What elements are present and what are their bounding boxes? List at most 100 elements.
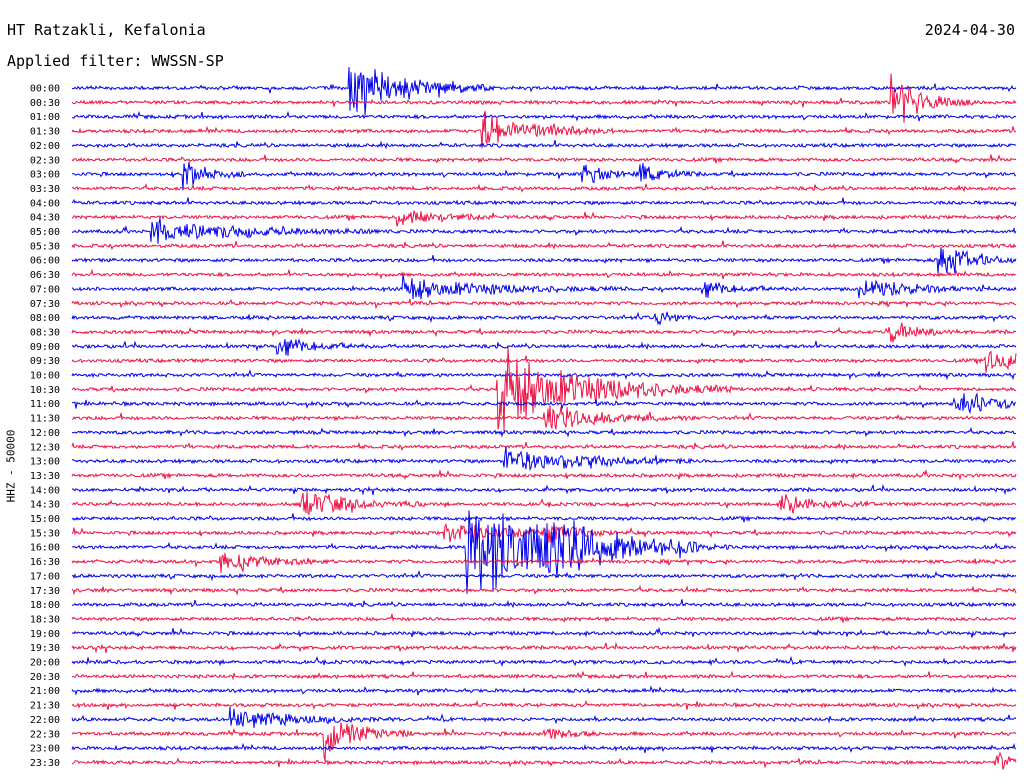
seismic-trace <box>71 110 1017 149</box>
row-time-label: 21:00 <box>30 686 60 697</box>
row-time-label: 13:00 <box>30 457 60 468</box>
row-time-label: 16:00 <box>30 543 60 554</box>
seismic-trace <box>71 369 1017 381</box>
row-time-label: 13:30 <box>30 471 60 482</box>
row-time-label: 08:30 <box>30 327 60 338</box>
row-time-label: 08:00 <box>30 313 60 324</box>
row-time-label: 10:00 <box>30 371 60 382</box>
seismic-trace <box>71 446 1017 471</box>
seismic-trace <box>71 510 1017 594</box>
seismic-trace <box>71 569 1017 582</box>
row-time-label: 19:30 <box>30 643 60 654</box>
seismic-trace <box>71 523 1017 544</box>
seismic-trace <box>71 491 1017 516</box>
seismic-trace <box>71 599 1017 609</box>
seismic-trace <box>71 513 1017 523</box>
seismic-trace <box>71 685 1017 696</box>
row-time-label: 15:30 <box>30 528 60 539</box>
station-title: HT Ratzakli, Kefalonia <box>7 21 206 39</box>
seismic-trace <box>71 405 1017 430</box>
row-time-label: 03:00 <box>30 170 60 181</box>
seismic-trace <box>71 110 1017 122</box>
seismic-trace <box>71 655 1017 667</box>
row-time-label: 02:00 <box>30 141 60 152</box>
row-time-label: 01:00 <box>30 112 60 123</box>
row-time-label: 12:30 <box>30 442 60 453</box>
seismic-trace <box>71 182 1017 193</box>
row-time-label: 19:00 <box>30 629 60 640</box>
row-time-label: 02:30 <box>30 155 60 166</box>
row-time-label: 07:30 <box>30 299 60 310</box>
row-time-label: 09:00 <box>30 342 60 353</box>
seismic-trace <box>71 240 1017 251</box>
seismic-trace <box>71 298 1016 310</box>
row-time-label: 07:00 <box>30 284 60 295</box>
filter-label: Applied filter: WWSSN-SP <box>7 52 224 70</box>
seismic-trace <box>71 670 1017 681</box>
row-time-label: 11:30 <box>30 414 60 425</box>
seismic-trace <box>71 66 1017 116</box>
row-time-label: 15:00 <box>30 514 60 525</box>
seismic-trace <box>71 392 1016 415</box>
row-time-label: 18:30 <box>30 614 60 625</box>
seismic-trace <box>71 350 1017 373</box>
seismic-trace <box>71 699 1017 711</box>
seismic-trace <box>71 468 1017 481</box>
seismic-trace <box>71 268 1017 280</box>
seismic-trace <box>71 742 1017 754</box>
seismic-trace <box>71 162 1017 191</box>
row-time-label: 00:30 <box>30 98 60 109</box>
seismic-trace <box>71 338 1017 356</box>
seismic-trace <box>71 139 1017 150</box>
seismic-trace <box>71 311 1017 326</box>
row-time-label: 10:30 <box>30 385 60 396</box>
seismic-trace <box>71 210 1017 227</box>
row-time-label: 18:00 <box>30 600 60 611</box>
row-time-label: 03:30 <box>30 184 60 195</box>
row-time-label: 21:30 <box>30 701 60 712</box>
row-time-label: 06:00 <box>30 256 60 267</box>
row-time-label: 04:30 <box>30 213 60 224</box>
seismic-trace <box>71 722 1017 762</box>
seismic-trace <box>71 483 1017 496</box>
row-time-label: 05:30 <box>30 241 60 252</box>
row-time-label: 23:30 <box>30 758 60 769</box>
seismic-trace <box>71 154 1017 165</box>
seismic-trace <box>71 641 1017 654</box>
seismic-trace <box>71 613 1017 623</box>
row-time-label: 20:00 <box>30 658 60 669</box>
seismic-trace <box>71 552 1017 574</box>
row-time-label: 05:00 <box>30 227 60 238</box>
date-label: 2024-04-30 <box>924 21 1015 39</box>
row-time-label: 17:30 <box>30 586 60 597</box>
row-time-label: 06:30 <box>30 270 60 281</box>
row-time-label: 22:30 <box>30 729 60 740</box>
seismic-trace <box>71 347 1017 432</box>
row-time-label: 20:30 <box>30 672 60 683</box>
seismic-trace <box>71 247 1017 274</box>
seismic-trace <box>72 274 1017 300</box>
row-time-label: 09:30 <box>30 356 60 367</box>
row-time-label: 04:00 <box>30 198 60 209</box>
seismic-trace <box>71 322 1017 343</box>
seismic-trace <box>71 706 1017 728</box>
seismic-trace <box>71 426 1017 438</box>
seismic-trace <box>71 584 1017 596</box>
row-time-label: 12:00 <box>30 428 60 439</box>
row-time-label: 17:00 <box>30 571 60 582</box>
row-time-label: 22:00 <box>30 715 60 726</box>
row-time-label: 00:00 <box>30 84 60 95</box>
row-time-label: 14:00 <box>30 485 60 496</box>
seismic-trace <box>71 73 1017 123</box>
row-time-label: 14:30 <box>30 500 60 511</box>
seismic-trace <box>71 197 1017 207</box>
row-time-label: 11:00 <box>30 399 60 410</box>
seismic-trace <box>71 218 1017 244</box>
seismic-trace <box>71 626 1017 638</box>
seismic-trace <box>71 751 1017 770</box>
row-time-label: 01:30 <box>30 127 60 138</box>
seismic-trace <box>71 441 1017 452</box>
row-time-label: 16:30 <box>30 557 60 568</box>
row-time-label: 23:00 <box>30 744 60 755</box>
